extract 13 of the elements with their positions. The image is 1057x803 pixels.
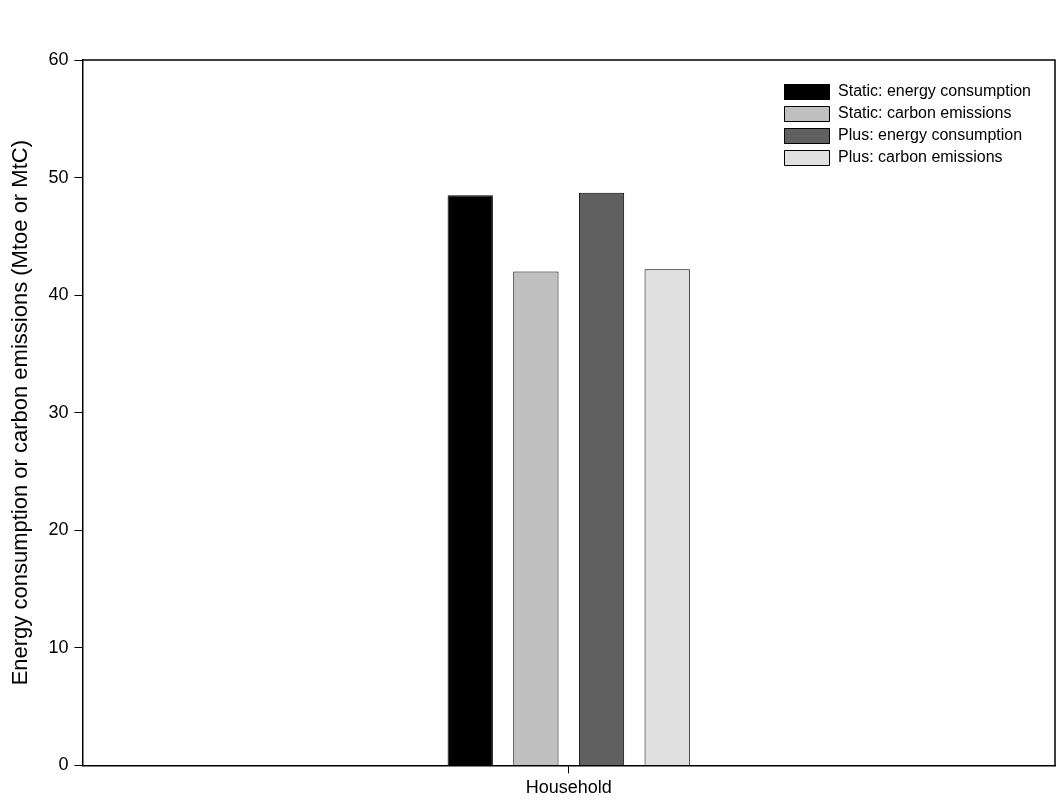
- legend-label: Static: carbon emissions: [838, 104, 1012, 122]
- legend-label: Plus: carbon emissions: [838, 148, 1003, 166]
- y-tick-label: 30: [48, 401, 69, 422]
- y-tick-label: 50: [48, 166, 69, 187]
- y-tick-label: 0: [58, 754, 69, 775]
- y-tick-label: 60: [48, 48, 69, 69]
- legend-label: Static: energy consumption: [838, 82, 1032, 100]
- y-tick-label: 20: [48, 519, 69, 540]
- legend-label: Plus: energy consumption: [838, 126, 1023, 144]
- y-tick-label: 40: [48, 284, 69, 305]
- x-tick-label: Household: [525, 777, 612, 798]
- y-axis-title: Energy consumption or carbon emissions (Mtoe or MtC): [7, 140, 33, 686]
- y-tick-label: 10: [48, 636, 69, 657]
